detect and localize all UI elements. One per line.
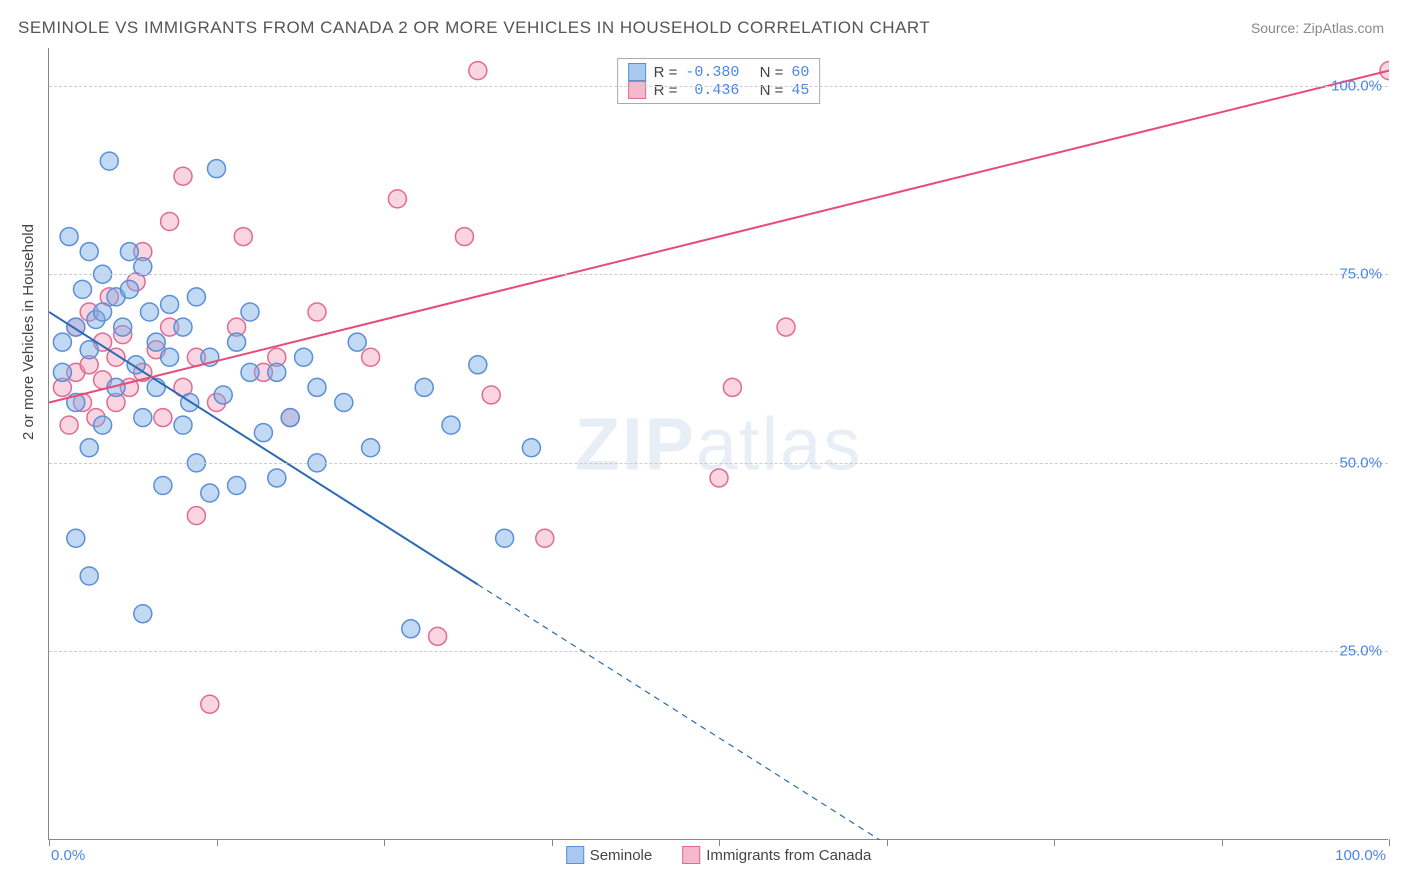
swatch-canada xyxy=(628,81,646,99)
x-tick-left: 0.0% xyxy=(51,847,85,864)
stats-row-seminole: R = -0.380 N = 60 xyxy=(628,63,810,81)
r-value-seminole: -0.380 xyxy=(685,64,739,81)
grid-line xyxy=(49,463,1388,464)
n-value-seminole: 60 xyxy=(791,64,809,81)
legend-label-seminole: Seminole xyxy=(590,847,653,864)
x-tick-right: 100.0% xyxy=(1335,847,1386,864)
n-label: N = xyxy=(760,82,784,99)
y-axis-label: 2 or more Vehicles in Household xyxy=(20,224,37,440)
legend-item-seminole: Seminole xyxy=(566,846,653,864)
x-tick xyxy=(719,839,720,846)
swatch-seminole xyxy=(628,63,646,81)
swatch-seminole-bottom xyxy=(566,846,584,864)
scatter-plot xyxy=(49,48,1389,840)
y-tick-label: 75.0% xyxy=(1339,266,1382,283)
grid-line xyxy=(49,274,1388,275)
source-label: Source: ZipAtlas.com xyxy=(1251,20,1384,36)
stats-legend: R = -0.380 N = 60 R = 0.436 N = 45 xyxy=(617,58,821,104)
n-label: N = xyxy=(760,64,784,81)
x-tick xyxy=(887,839,888,846)
y-tick-label: 100.0% xyxy=(1331,77,1382,94)
grid-line xyxy=(49,651,1388,652)
r-value-canada: 0.436 xyxy=(685,82,739,99)
x-tick xyxy=(217,839,218,846)
x-tick xyxy=(384,839,385,846)
x-tick xyxy=(1222,839,1223,846)
r-label: R = xyxy=(654,64,678,81)
swatch-canada-bottom xyxy=(682,846,700,864)
x-tick xyxy=(552,839,553,846)
y-tick-label: 50.0% xyxy=(1339,454,1382,471)
stats-row-canada: R = 0.436 N = 45 xyxy=(628,81,810,99)
legend-item-canada: Immigrants from Canada xyxy=(682,846,871,864)
x-tick xyxy=(1389,839,1390,846)
chart-area: ZIPatlas R = -0.380 N = 60 R = 0.436 N =… xyxy=(48,48,1388,840)
x-tick xyxy=(49,839,50,846)
legend-label-canada: Immigrants from Canada xyxy=(706,847,871,864)
chart-title: SEMINOLE VS IMMIGRANTS FROM CANADA 2 OR … xyxy=(18,18,930,38)
bottom-legend: Seminole Immigrants from Canada xyxy=(566,846,872,864)
x-tick xyxy=(1054,839,1055,846)
y-tick-label: 25.0% xyxy=(1339,643,1382,660)
r-label: R = xyxy=(654,82,678,99)
grid-line xyxy=(49,86,1388,87)
n-value-canada: 45 xyxy=(791,82,809,99)
